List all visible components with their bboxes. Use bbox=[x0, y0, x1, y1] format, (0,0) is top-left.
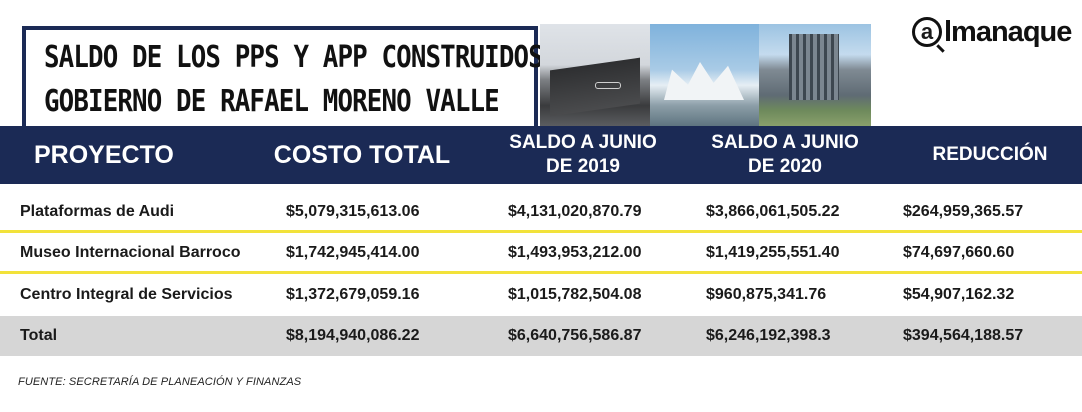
column-header-reduccion: REDUCCIÓN bbox=[932, 144, 1048, 165]
title-line-2: GOBIERNO DE RAFAEL MORENO VALLE bbox=[44, 84, 500, 119]
total-cost-cell: $8,194,940,086.22 bbox=[286, 327, 420, 344]
balance-2019-cell: $1,493,953,212.00 bbox=[508, 244, 642, 261]
logo-text: lmanaque bbox=[944, 15, 1072, 48]
magnifier-a-icon: a bbox=[912, 17, 942, 47]
row-separator bbox=[0, 230, 1082, 233]
audi-plant-photo bbox=[540, 24, 650, 126]
total-balance-2019-cell: $6,640,756,586.87 bbox=[508, 327, 642, 344]
photo-strip bbox=[540, 24, 871, 126]
column-header-saldo-2019: SALDO A JUNIO DE 2019 bbox=[509, 132, 657, 177]
table-row: Plataformas de Audi $5,079,315,613.06 $4… bbox=[0, 192, 1082, 232]
source-note: FUENTE: SECRETARÍA DE PLANEACIÓN Y FINAN… bbox=[18, 376, 302, 388]
total-balance-2020-cell: $6,246,192,398.3 bbox=[706, 327, 831, 344]
project-name-cell: Centro Integral de Servicios bbox=[20, 286, 233, 303]
balance-2019-cell: $4,131,020,870.79 bbox=[508, 203, 642, 220]
total-label-cell: Total bbox=[20, 327, 58, 344]
table-row: Museo Internacional Barroco $1,742,945,4… bbox=[0, 233, 1082, 273]
title-box: SALDO DE LOS PPS Y APP CONSTRUIDOS EN EL… bbox=[22, 26, 632, 126]
balance-2020-cell: $1,419,255,551.40 bbox=[706, 244, 840, 261]
services-center-photo bbox=[759, 24, 871, 126]
project-name-cell: Museo Internacional Barroco bbox=[20, 244, 241, 261]
reduction-cell: $264,959,365.57 bbox=[903, 203, 1024, 220]
column-header-costo-total: COSTO TOTAL bbox=[273, 140, 451, 169]
baroque-museum-photo bbox=[650, 24, 759, 126]
table-header: PROYECTO COSTO TOTAL SALDO A JUNIO DE 20… bbox=[0, 126, 1082, 184]
title-line-1: SALDO DE LOS PPS Y APP CONSTRUIDOS EN EL bbox=[44, 40, 632, 75]
total-reduction-cell: $394,564,188.57 bbox=[903, 327, 1024, 344]
column-header-proyecto: PROYECTO bbox=[34, 140, 174, 169]
row-separator bbox=[0, 271, 1082, 274]
reduction-cell: $74,697,660.60 bbox=[903, 244, 1015, 261]
total-cost-cell: $1,372,679,059.16 bbox=[286, 286, 420, 303]
total-cost-cell: $1,742,945,414.00 bbox=[286, 244, 420, 261]
column-header-saldo-2020: SALDO A JUNIO DE 2020 bbox=[711, 132, 859, 177]
reduction-cell: $54,907,162.32 bbox=[903, 286, 1015, 303]
balance-2019-cell: $1,015,782,504.08 bbox=[508, 286, 642, 303]
balance-2020-cell: $3,866,061,505.22 bbox=[706, 203, 840, 220]
header-band: SALDO DE LOS PPS Y APP CONSTRUIDOS EN EL… bbox=[0, 0, 1082, 126]
almanaque-logo: a lmanaque bbox=[912, 12, 1072, 52]
project-name-cell: Plataformas de Audi bbox=[20, 203, 175, 220]
total-row: Total $8,194,940,086.22 $6,640,756,586.8… bbox=[0, 316, 1082, 356]
table-row: Centro Integral de Servicios $1,372,679,… bbox=[0, 275, 1082, 315]
balance-2020-cell: $960,875,341.76 bbox=[706, 286, 827, 303]
total-cost-cell: $5,079,315,613.06 bbox=[286, 203, 420, 220]
